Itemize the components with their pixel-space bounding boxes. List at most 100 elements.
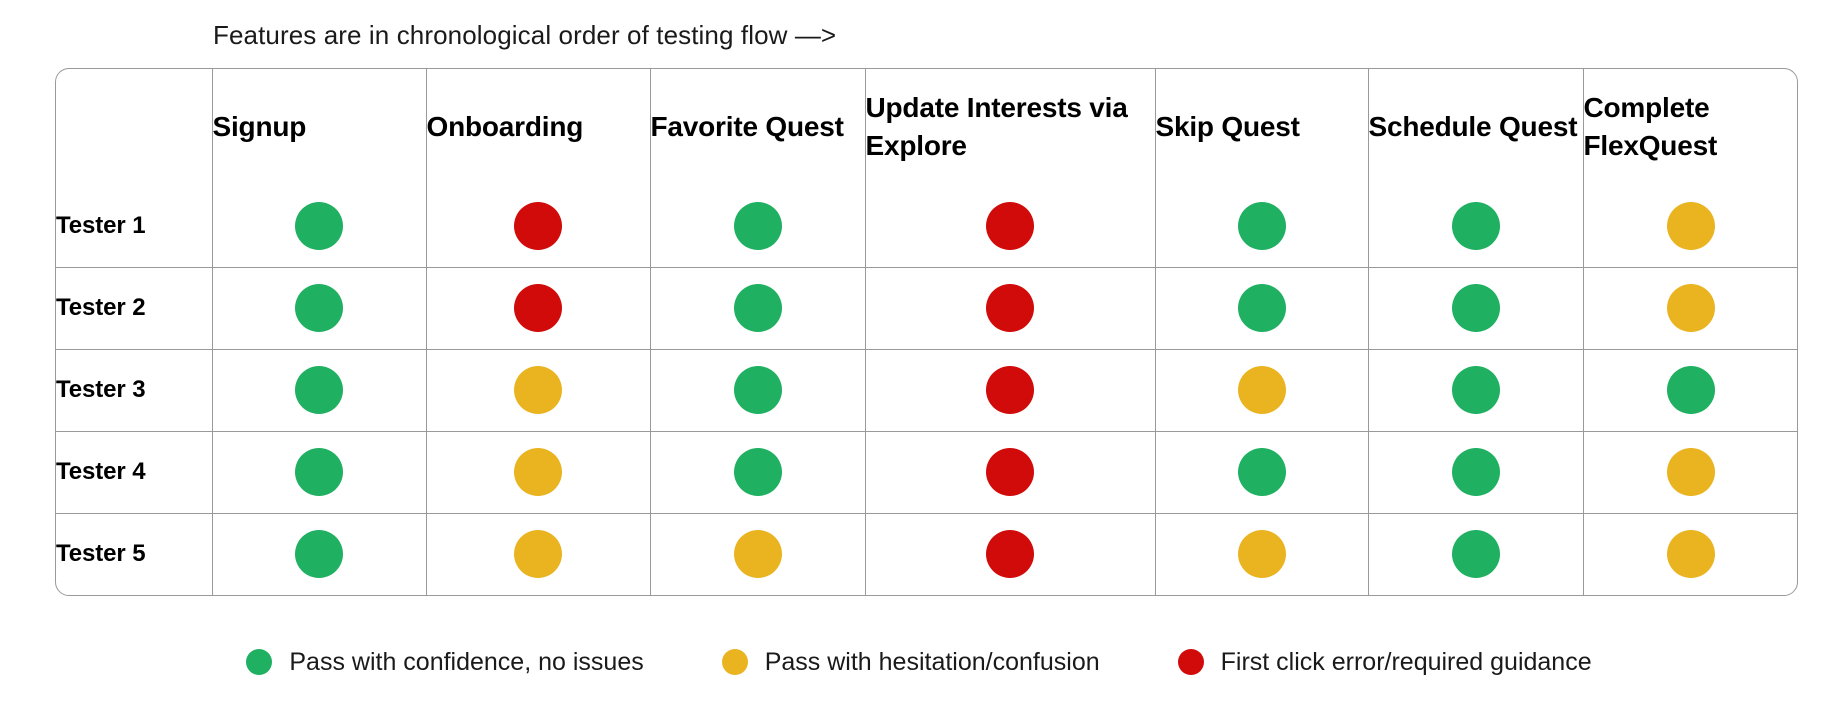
- column-header-signup: Signup: [212, 69, 427, 185]
- status-dot-yellow: [514, 366, 562, 414]
- status-dot-red: [986, 366, 1034, 414]
- result-cell: [1583, 349, 1797, 432]
- table-body: Tester 1 Tester 2 Tester 3 Tester 4 Tester 5: [56, 185, 1797, 595]
- result-cell: [1368, 513, 1584, 595]
- status-dot-green: [1451, 284, 1500, 332]
- status-dot-yellow: [514, 530, 562, 579]
- table-row: Tester 3: [56, 349, 1797, 432]
- result-cell: [426, 185, 651, 268]
- row-label-tester-2: Tester 2: [56, 267, 213, 350]
- result-cell: [1155, 185, 1369, 268]
- status-dot-yellow: [514, 448, 562, 496]
- status-dot-yellow: [1237, 366, 1286, 414]
- result-cell: [426, 267, 651, 350]
- result-cell: [212, 185, 427, 268]
- legend-dot-green-icon: [246, 649, 273, 675]
- column-header-schedule-quest: Schedule Quest: [1368, 69, 1584, 185]
- result-cell: [212, 431, 427, 514]
- table-row: Tester 1: [56, 185, 1797, 268]
- result-cell: [650, 185, 866, 268]
- result-cell: [1583, 431, 1797, 514]
- status-dot-red: [514, 284, 562, 332]
- result-cell: [1583, 267, 1797, 350]
- result-cell: [212, 349, 427, 432]
- row-label-tester-5: Tester 5: [56, 513, 213, 595]
- result-cell: [865, 267, 1156, 350]
- result-cell: [650, 349, 866, 432]
- status-dot-green: [295, 284, 343, 332]
- table-row: Tester 4: [56, 431, 1797, 514]
- status-dot-green: [733, 284, 782, 332]
- legend-item-yellow: Pass with hesitation/confusion: [721, 648, 1100, 676]
- status-dot-red: [986, 201, 1034, 250]
- status-dot-red: [514, 201, 562, 250]
- column-header-skip-quest: Skip Quest: [1155, 69, 1369, 185]
- result-cell: [865, 513, 1156, 595]
- legend: Pass with confidence, no issues Pass with…: [0, 648, 1838, 676]
- result-cell: [426, 513, 651, 595]
- status-dot-green: [1237, 201, 1286, 250]
- status-dot-green: [295, 530, 343, 579]
- result-cell: [1368, 349, 1584, 432]
- result-cell: [865, 431, 1156, 514]
- result-cell: [426, 349, 651, 432]
- status-dot-green: [1451, 448, 1500, 496]
- legend-item-red: First click error/required guidance: [1177, 648, 1592, 676]
- result-cell: [1583, 513, 1797, 595]
- status-dot-green: [1237, 284, 1286, 332]
- table-row: Tester 2: [56, 267, 1797, 350]
- legend-label: Pass with hesitation/confusion: [764, 648, 1100, 676]
- legend-dot-red-icon: [1177, 649, 1204, 675]
- result-cell: [1368, 185, 1584, 268]
- legend-label: First click error/required guidance: [1220, 648, 1592, 676]
- status-dot-green: [1451, 530, 1500, 579]
- status-dot-green: [295, 366, 343, 414]
- result-cell: [212, 267, 427, 350]
- row-label-tester-1: Tester 1: [56, 185, 213, 268]
- status-dot-yellow: [1667, 448, 1716, 496]
- column-header-complete-flexquest: Complete FlexQuest: [1583, 92, 1718, 161]
- results-table: Signup Onboarding Favorite Quest Update …: [56, 69, 1797, 595]
- status-dot-yellow: [1667, 284, 1716, 332]
- result-cell: [865, 349, 1156, 432]
- table-row: Tester 5: [56, 513, 1797, 595]
- table-header: Signup Onboarding Favorite Quest Update …: [56, 69, 1797, 185]
- result-cell: [426, 431, 651, 514]
- result-cell: [650, 267, 866, 350]
- result-cell: [1583, 185, 1797, 268]
- flow-order-caption: Features are in chronological order of t…: [213, 20, 837, 50]
- result-cell: [650, 513, 866, 595]
- result-cell: [1155, 513, 1369, 595]
- status-dot-green: [1237, 448, 1286, 496]
- status-dot-green: [1451, 201, 1500, 250]
- row-label-tester-4: Tester 4: [56, 431, 213, 514]
- result-cell: [1368, 431, 1584, 514]
- row-label-tester-3: Tester 3: [56, 349, 213, 432]
- column-header-favorite-quest: Favorite Quest: [650, 69, 866, 185]
- result-cell: [1155, 267, 1369, 350]
- legend-dot-yellow-icon: [721, 649, 748, 675]
- status-dot-green: [733, 366, 782, 414]
- result-cell: [1155, 431, 1369, 514]
- table-corner-cell: [56, 69, 213, 185]
- status-dot-green: [1451, 366, 1500, 414]
- legend-label: Pass with confidence, no issues: [289, 648, 644, 676]
- status-dot-yellow: [1667, 530, 1716, 579]
- column-header-onboarding: Onboarding: [426, 69, 651, 185]
- status-dot-green: [733, 448, 782, 496]
- status-dot-green: [1667, 366, 1716, 414]
- status-dot-green: [295, 201, 343, 250]
- results-table-container: Signup Onboarding Favorite Quest Update …: [55, 68, 1798, 596]
- header-row: Signup Onboarding Favorite Quest Update …: [56, 69, 1797, 185]
- result-cell: [1368, 267, 1584, 350]
- status-dot-red: [986, 448, 1034, 496]
- status-dot-yellow: [733, 530, 782, 579]
- status-dot-red: [986, 284, 1034, 332]
- status-dot-red: [986, 530, 1034, 579]
- result-cell: [1155, 349, 1369, 432]
- column-header-update-interests-via-explore: Update Interests via Explore: [865, 69, 1156, 185]
- result-cell: [865, 185, 1156, 268]
- legend-item-green: Pass with confidence, no issues: [246, 648, 644, 676]
- status-dot-green: [733, 201, 782, 250]
